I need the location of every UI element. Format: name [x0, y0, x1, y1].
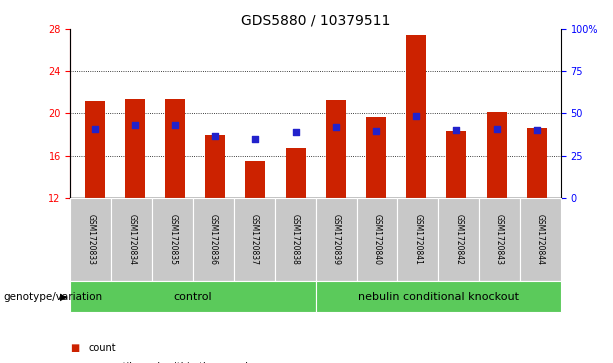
Bar	[326, 100, 346, 198]
Point	[291, 130, 300, 135]
Bar	[125, 99, 145, 198]
Point	[170, 122, 180, 128]
Text: GSM1720844: GSM1720844	[536, 214, 545, 265]
Text: ■: ■	[70, 343, 80, 354]
Bar	[205, 135, 225, 198]
Bar	[406, 35, 426, 198]
Bar	[527, 128, 547, 198]
Bar	[487, 113, 506, 198]
Point	[89, 126, 99, 132]
Point	[251, 136, 261, 142]
Text: GSM1720841: GSM1720841	[413, 214, 422, 265]
Text: ▶: ▶	[60, 292, 67, 302]
Bar	[286, 148, 306, 198]
Text: GSM1720834: GSM1720834	[128, 214, 136, 265]
Text: count: count	[89, 343, 116, 354]
Point	[452, 127, 462, 133]
Text: GSM1720843: GSM1720843	[495, 214, 504, 265]
Text: control: control	[173, 292, 213, 302]
Text: GSM1720839: GSM1720839	[332, 214, 341, 265]
Text: GSM1720836: GSM1720836	[209, 214, 218, 265]
Bar	[446, 131, 466, 198]
Text: GSM1720837: GSM1720837	[250, 214, 259, 265]
Point	[210, 133, 220, 139]
Bar	[85, 101, 105, 198]
Bar	[165, 99, 185, 198]
Bar	[245, 161, 265, 198]
Point	[130, 122, 140, 128]
Text: GSM1720835: GSM1720835	[168, 214, 177, 265]
Point	[331, 124, 341, 130]
Point	[492, 126, 501, 132]
Text: ■: ■	[70, 362, 80, 363]
Bar	[366, 117, 386, 198]
Text: GSM1720840: GSM1720840	[373, 214, 381, 265]
Text: GSM1720838: GSM1720838	[291, 214, 300, 265]
Text: percentile rank within the sample: percentile rank within the sample	[89, 362, 254, 363]
Point	[532, 127, 542, 133]
Title: GDS5880 / 10379511: GDS5880 / 10379511	[241, 14, 390, 28]
Point	[411, 113, 421, 118]
Point	[371, 129, 381, 134]
Text: GSM1720833: GSM1720833	[86, 214, 96, 265]
Text: GSM1720842: GSM1720842	[454, 214, 463, 265]
Text: nebulin conditional knockout: nebulin conditional knockout	[358, 292, 519, 302]
Text: genotype/variation: genotype/variation	[3, 292, 102, 302]
